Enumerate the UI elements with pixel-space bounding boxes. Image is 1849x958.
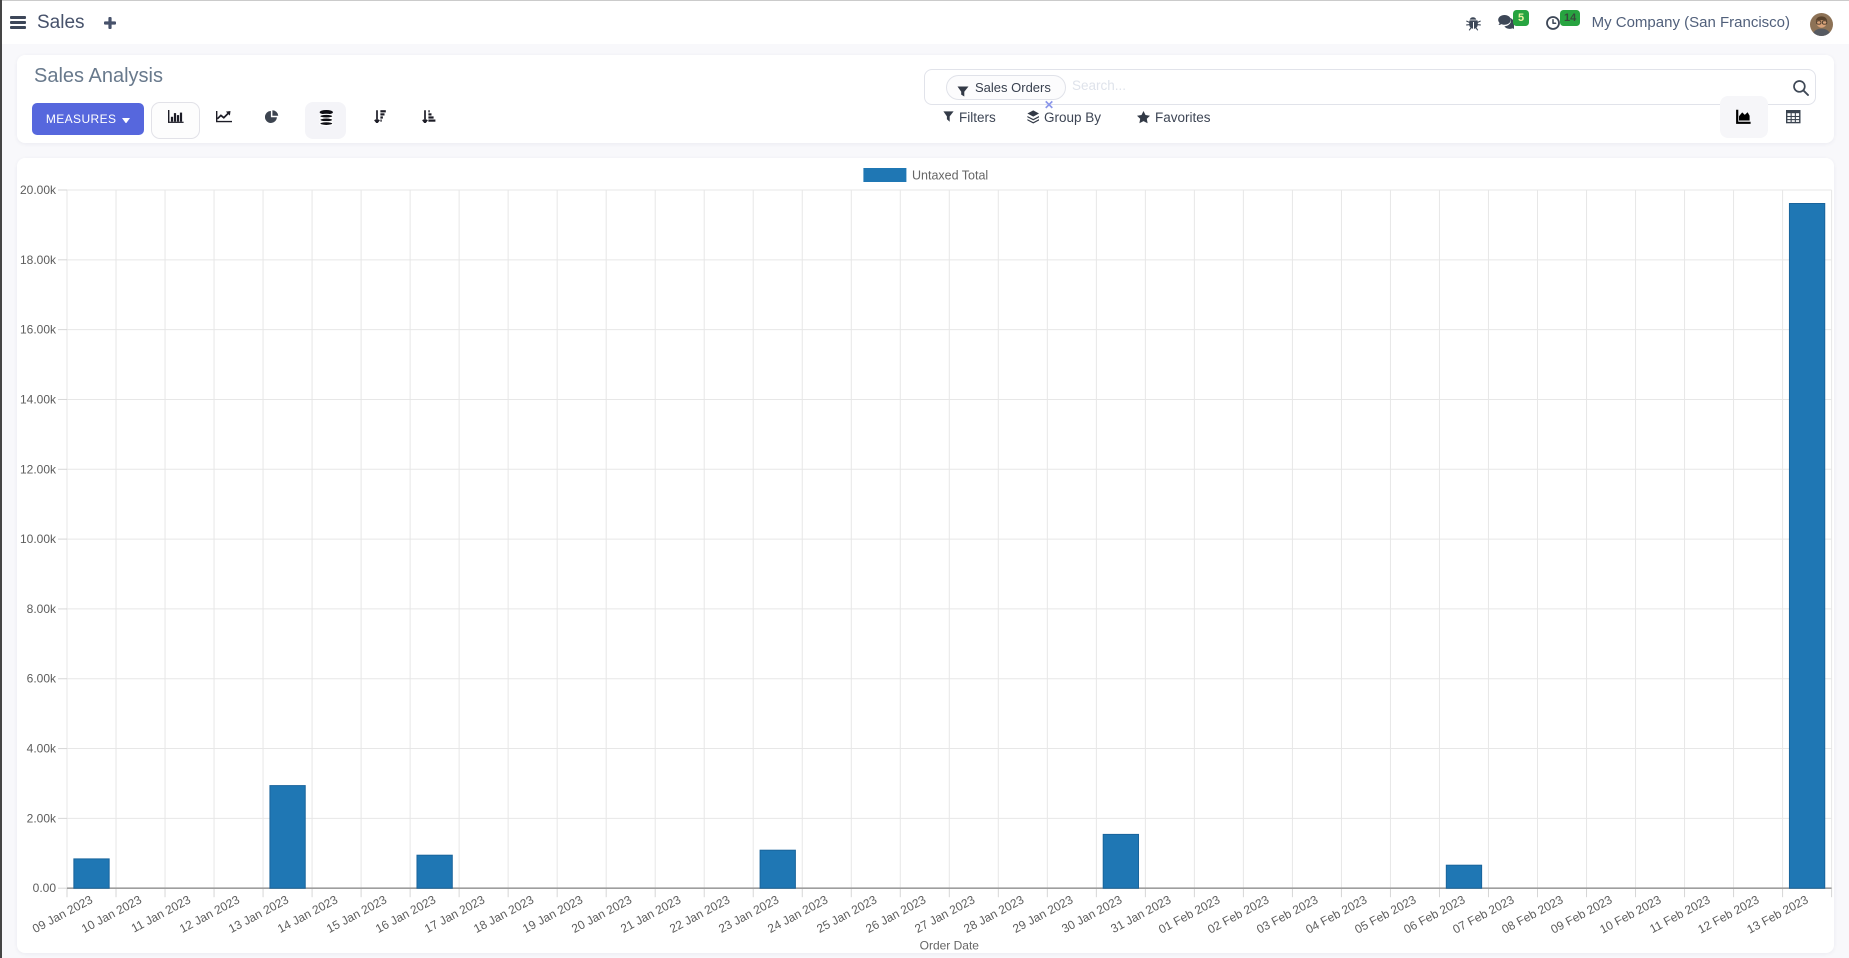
svg-text:20.00k: 20.00k: [20, 183, 57, 197]
svg-text:12.00k: 12.00k: [20, 462, 57, 476]
svg-text:10.00k: 10.00k: [20, 532, 57, 546]
svg-text:4.00k: 4.00k: [27, 742, 57, 756]
svg-text:0.00: 0.00: [33, 881, 57, 895]
svg-text:Untaxed Total: Untaxed Total: [912, 169, 988, 183]
svg-text:2.00k: 2.00k: [27, 811, 57, 825]
svg-text:8.00k: 8.00k: [27, 602, 57, 616]
svg-text:18.00k: 18.00k: [20, 253, 57, 267]
svg-text:14.00k: 14.00k: [20, 392, 57, 406]
svg-text:6.00k: 6.00k: [27, 672, 57, 686]
svg-text:Order Date: Order Date: [920, 939, 980, 953]
svg-text:16.00k: 16.00k: [20, 323, 57, 337]
